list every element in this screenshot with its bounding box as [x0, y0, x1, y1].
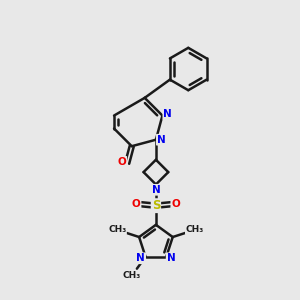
Text: O: O	[132, 199, 141, 209]
Text: S: S	[152, 199, 160, 212]
Text: CH₃: CH₃	[185, 225, 204, 234]
Text: N: N	[152, 185, 160, 195]
Text: CH₃: CH₃	[108, 225, 126, 234]
Text: O: O	[171, 199, 180, 209]
Text: N: N	[163, 109, 172, 119]
Text: CH₃: CH₃	[123, 271, 141, 280]
Text: N: N	[136, 253, 145, 263]
Text: N: N	[167, 253, 176, 263]
Text: O: O	[118, 157, 126, 167]
Text: N: N	[157, 135, 166, 145]
